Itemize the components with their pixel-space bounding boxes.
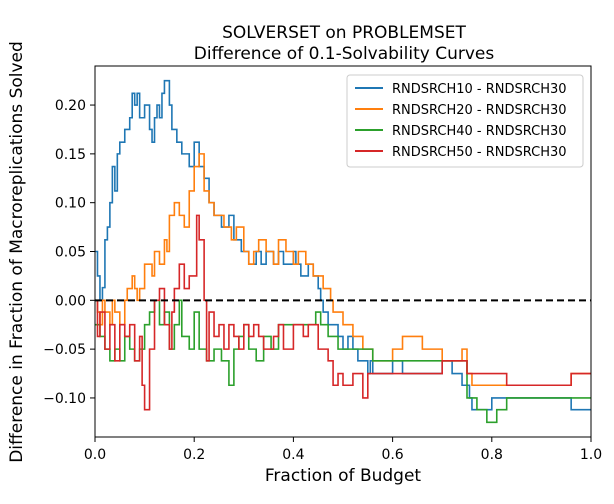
x-tick-label: 0.6 [381, 447, 403, 463]
plot-content [95, 79, 591, 424]
legend-label: RNDSRCH50 - RNDSRCH30 [392, 145, 567, 160]
legend-box [346, 74, 584, 168]
x-axis-ticks: 0.0 0.2 0.4 0.6 0.8 1.0 [84, 437, 602, 463]
y-tick-label: 0.20 [55, 98, 86, 114]
y-tick-label: −0.05 [43, 342, 86, 358]
y-tick-label: 0.10 [55, 196, 86, 212]
x-tick-label: 0.2 [183, 447, 205, 463]
chart-legend: RNDSRCH10 - RNDSRCH30 RNDSRCH20 - RNDSRCH… [346, 74, 584, 168]
y-tick-label: −0.10 [43, 391, 86, 407]
y-tick-label: 0.05 [55, 245, 86, 261]
x-tick-label: 0.4 [282, 447, 304, 463]
chart-title-line-1: SOLVERSET on PROBLEMSET [222, 23, 466, 43]
x-axis-label: Fraction of Budget [265, 466, 422, 486]
legend-label: RNDSRCH10 - RNDSRCH30 [392, 82, 567, 97]
y-tick-label: 0.00 [55, 293, 86, 309]
x-tick-label: 0.8 [481, 447, 503, 463]
chart-title-line-2: Difference of 0.1-Solvability Curves [194, 44, 495, 64]
y-axis-label: Difference in Fraction of Macroreplicati… [7, 41, 27, 463]
y-axis-ticks: −0.10 −0.05 0.00 0.05 0.10 0.15 0.20 [43, 98, 95, 407]
x-tick-label: 0.0 [84, 447, 106, 463]
y-tick-label: 0.15 [55, 147, 86, 163]
series-line-4 [95, 214, 591, 411]
legend-label: RNDSRCH20 - RNDSRCH30 [392, 103, 567, 118]
legend-label: RNDSRCH40 - RNDSRCH30 [392, 124, 567, 139]
x-tick-label: 1.0 [580, 447, 602, 463]
